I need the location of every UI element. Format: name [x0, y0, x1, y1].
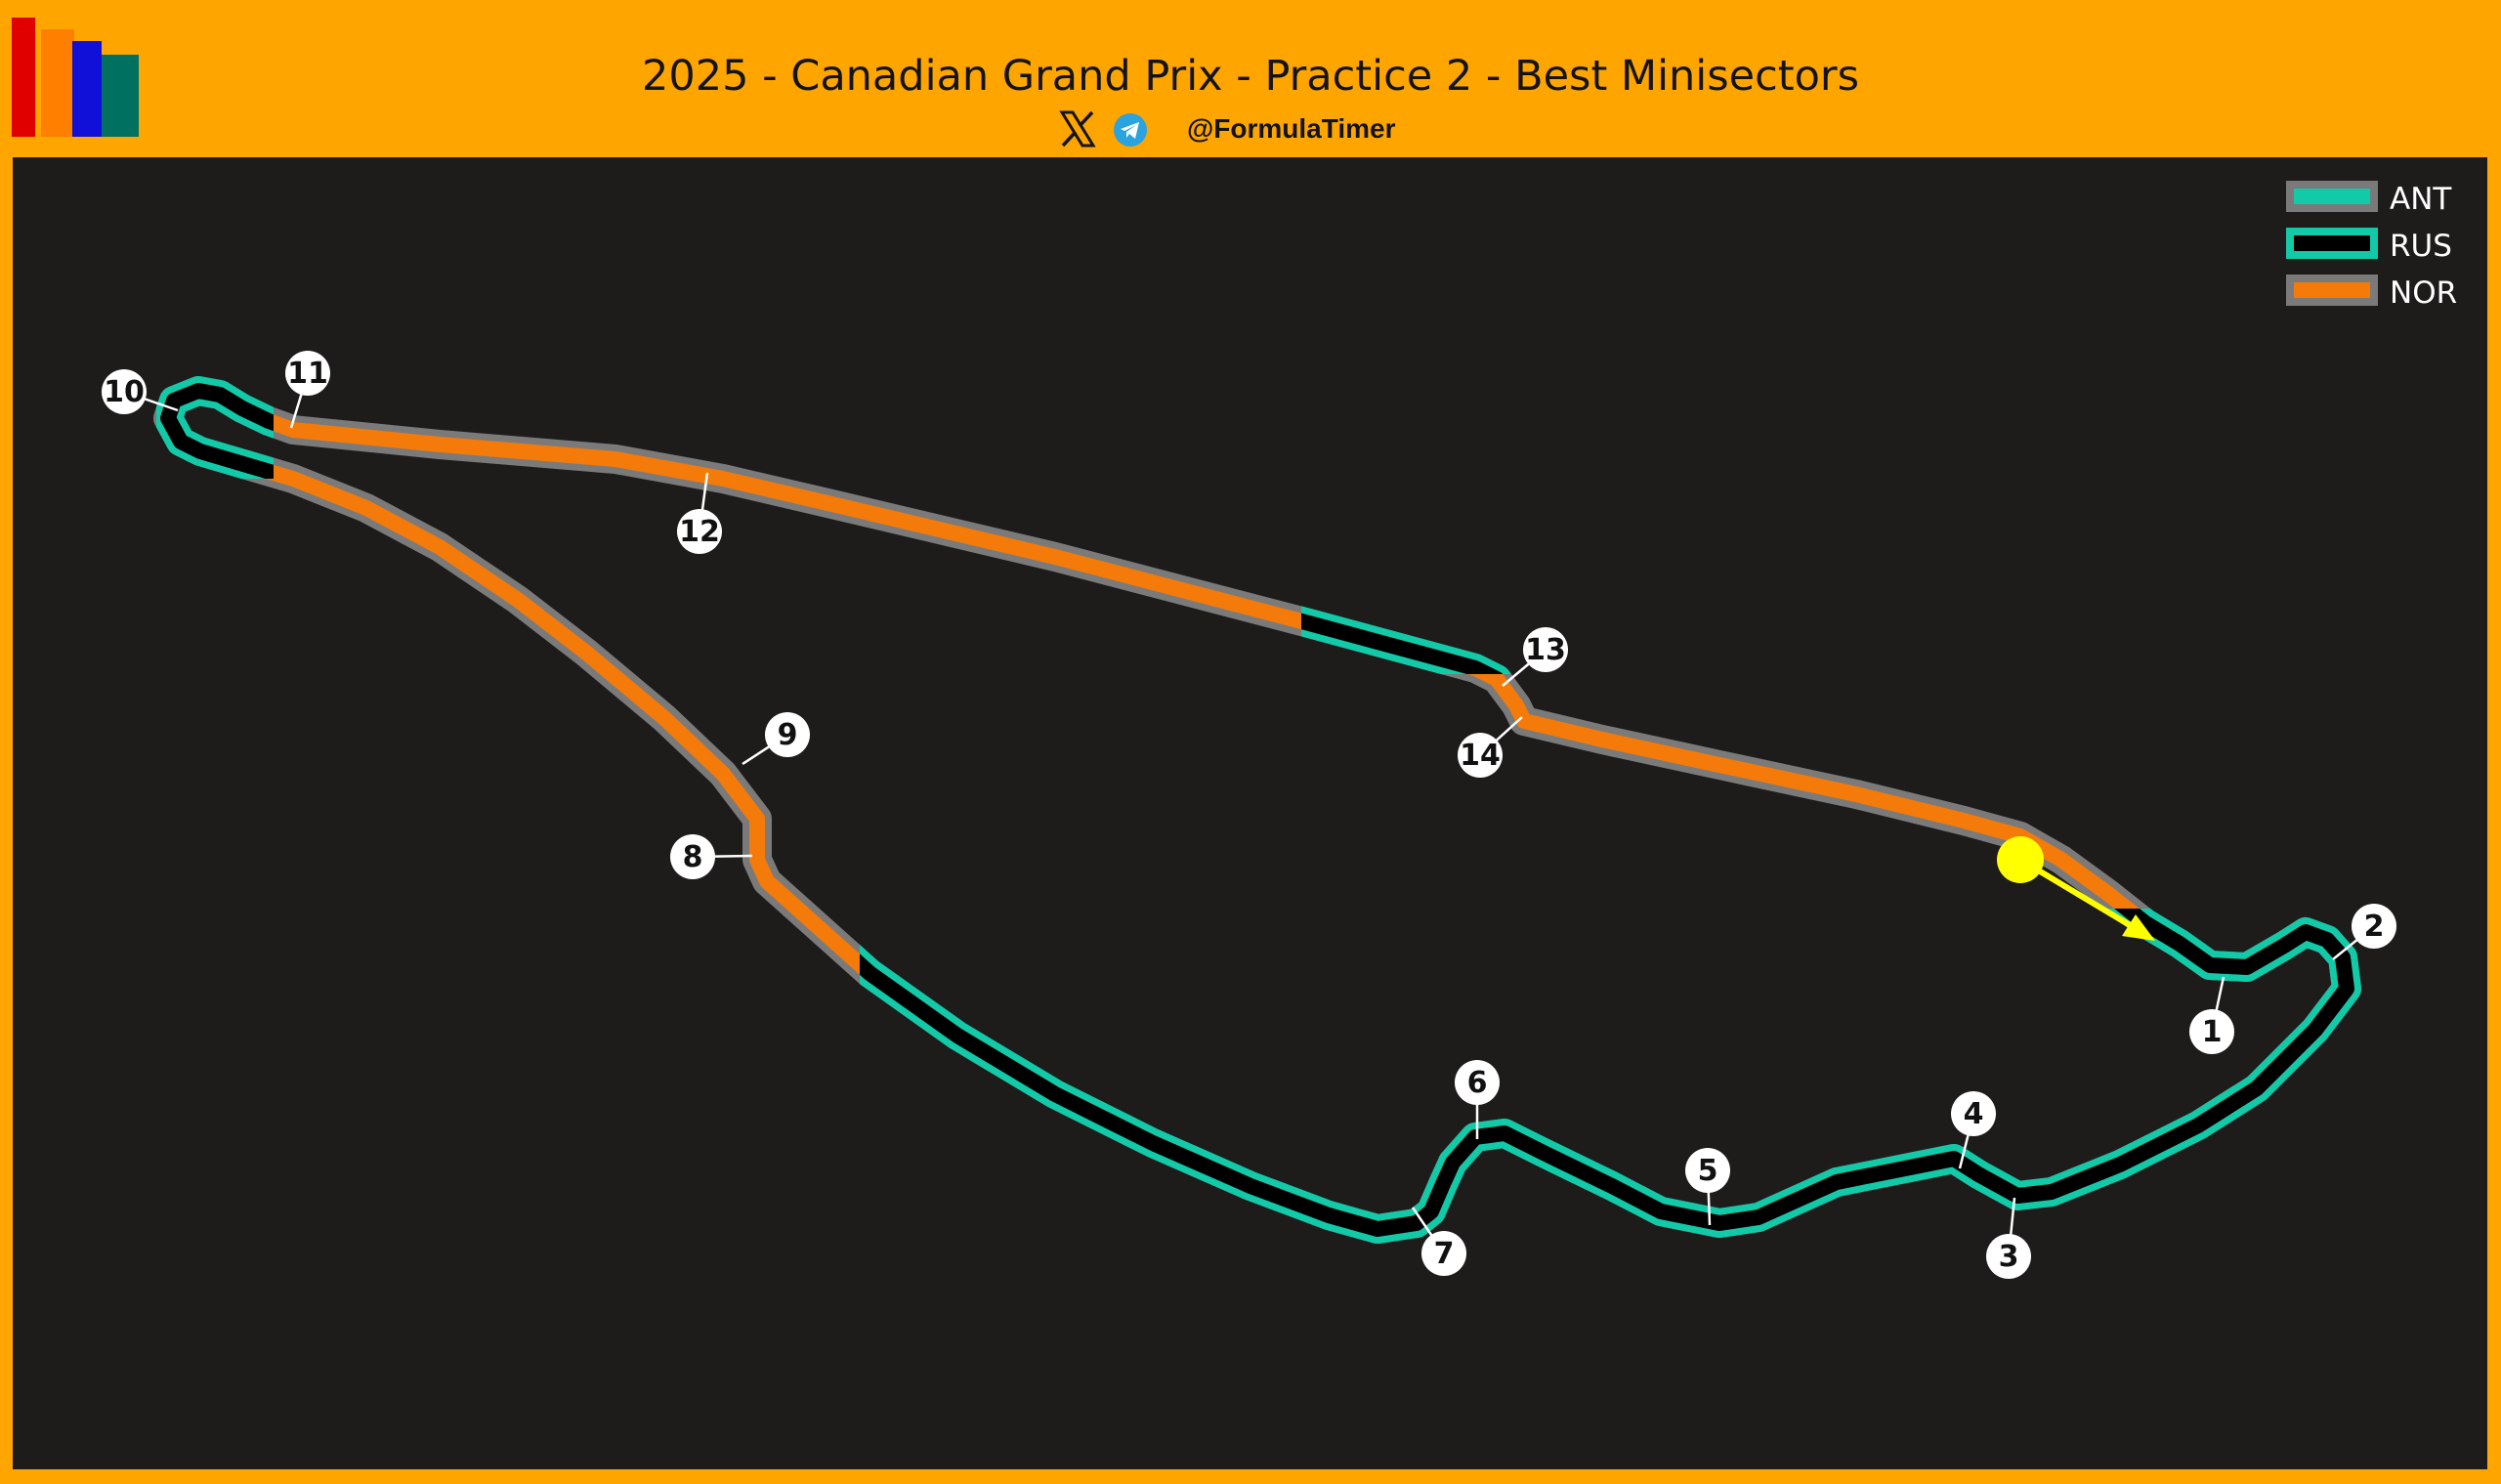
corner-label-14: 14: [1458, 716, 1523, 778]
corner-label-9: 9: [742, 712, 810, 766]
header: 2025 - Canadian Grand Prix - Practice 2 …: [0, 0, 2501, 156]
corner-number: 13: [1525, 633, 1566, 667]
telegram-icon[interactable]: [1114, 113, 1147, 147]
social-handle[interactable]: @FormulaTimer: [1187, 113, 1396, 144]
corner-label-6: 6: [1455, 1060, 1500, 1139]
corner-number: 5: [1698, 1154, 1718, 1188]
corner-label-7: 7: [1411, 1207, 1466, 1276]
corner-label-8: 8: [670, 834, 753, 879]
direction-arrow-head: [2122, 914, 2155, 941]
corner-number: 3: [1999, 1240, 2019, 1274]
social-bar: @FormulaTimer: [1050, 109, 1461, 150]
track-nor-fill: [168, 391, 2347, 1229]
corner-number: 10: [104, 375, 145, 409]
legend-label-nor: NOR: [2390, 276, 2457, 311]
x-icon[interactable]: [1058, 109, 1097, 148]
corner-number: 9: [778, 718, 798, 752]
corner-number: 11: [287, 357, 328, 391]
track-outline: [168, 391, 2347, 1229]
corner-label-3: 3: [1986, 1197, 2031, 1279]
bar-chart-logo: [12, 14, 139, 137]
corner-number: 6: [1467, 1066, 1488, 1100]
minisectors-rus: [168, 391, 2347, 1229]
corner-number: 12: [679, 515, 720, 549]
legend-label-ant: ANT: [2390, 182, 2452, 217]
minisector-ant: [168, 391, 2347, 1229]
corner-number: 1: [2202, 1015, 2223, 1049]
legend: ANT RUS NOR: [2286, 181, 2457, 311]
corner-label-1: 1: [2189, 976, 2234, 1054]
corner-number: 4: [1964, 1097, 1984, 1131]
corner-label-11: 11: [285, 351, 330, 429]
corner-label-4: 4: [1951, 1091, 1996, 1169]
corner-number: 8: [683, 840, 703, 874]
corner-label-10: 10: [102, 369, 179, 414]
track-map-panel: 1 2 3 4 5 6 7 8 9 10 11 12 13 14 ANT RUS NOR: [13, 157, 2487, 1469]
corner-number: 7: [1434, 1237, 1455, 1271]
corner-number: 2: [2364, 910, 2385, 944]
corner-number: 14: [1460, 739, 1501, 773]
corner-label-5: 5: [1685, 1148, 1730, 1226]
corner-label-13: 13: [1502, 627, 1568, 687]
page-title: 2025 - Canadian Grand Prix - Practice 2 …: [642, 52, 1859, 101]
direction-arrow-line: [2035, 867, 2137, 931]
corner-label-12: 12: [677, 472, 722, 554]
start-marker-dot: [1997, 836, 2044, 883]
legend-label-rus: RUS: [2390, 229, 2452, 264]
corner-label-2: 2: [2332, 904, 2396, 960]
